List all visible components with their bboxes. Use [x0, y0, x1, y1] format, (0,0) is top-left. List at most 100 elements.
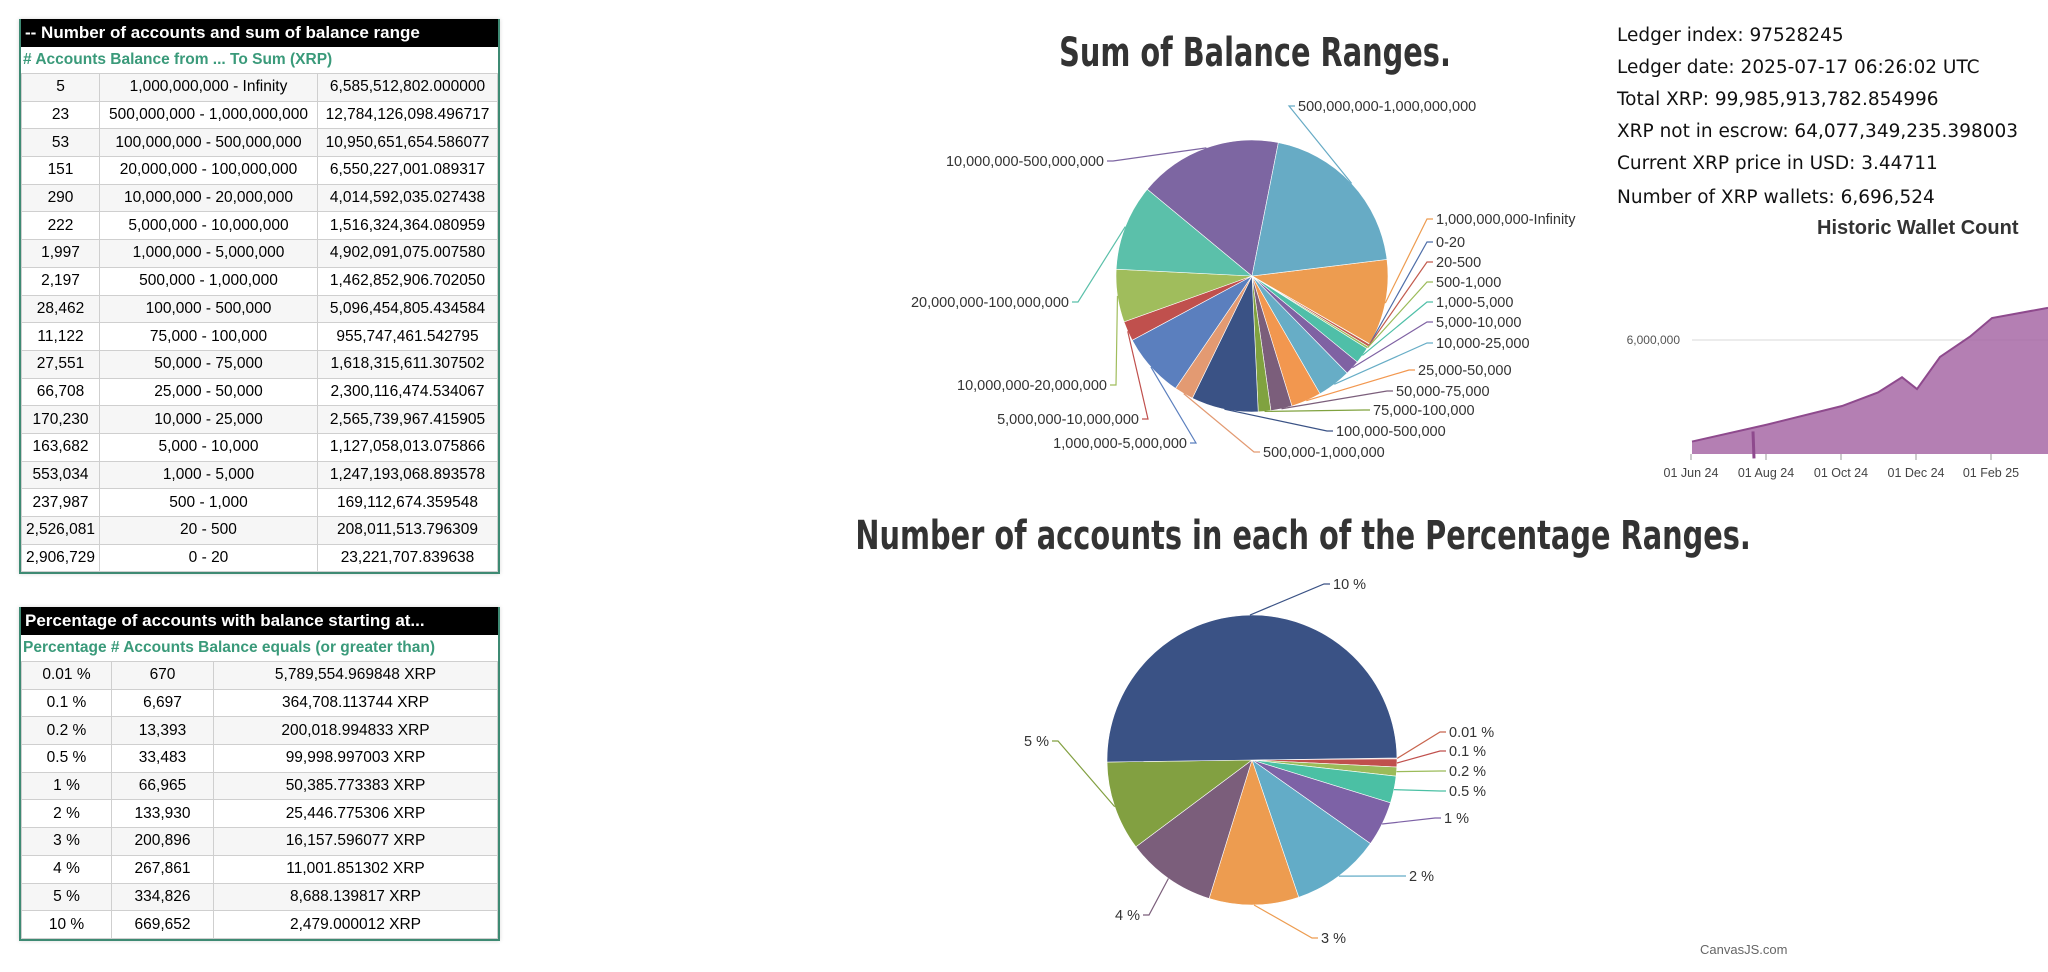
table-cell: 2,526,081 — [21, 516, 100, 545]
wallet-count-line — [1691, 306, 2048, 443]
table-row: 5 1,000,000,000 - Infinity 6,585,512,802.0… — [21, 73, 498, 102]
balance-range-table-header: -- Number of accounts and sum of balance… — [21, 19, 498, 47]
pie-slice-label: 0.1 % — [1449, 744, 1486, 760]
table-cell: 1,000 - 5,000 — [99, 460, 318, 490]
x-tick-label: 01 Dec 24 — [1888, 466, 1945, 480]
table-row: 553,034 1,000 - 5,000 1,247,193,068.893578 — [21, 460, 498, 490]
pie-slice-label: 10,000,000-500,000,000 — [946, 154, 1104, 170]
pie-leader-line — [1107, 147, 1207, 162]
pie-slice-label: 3 % — [1321, 931, 1346, 947]
ledger-index: Ledger index: 97528245 — [1617, 25, 1844, 46]
wallet-count: Number of XRP wallets: 6,696,524 — [1617, 187, 1935, 208]
pie-leader-line — [1361, 301, 1433, 356]
pie-slice-label: 5,000-10,000 — [1436, 315, 1521, 331]
pie-slice — [1106, 759, 1253, 848]
pie-slice — [1135, 759, 1253, 899]
table-row: 5 % 334,826 8,688.139817 XRP — [21, 882, 498, 912]
percentage-ranges-title: Number of accounts in each of the Percen… — [855, 513, 1751, 559]
table-cell: 5,096,454,805.434584 — [317, 294, 498, 324]
table-cell: 0.01 % — [21, 661, 112, 690]
table-cell: 27,551 — [21, 349, 100, 379]
table-cell: 11,001.851302 XRP — [213, 854, 498, 884]
xrp-not-in-escrow: XRP not in escrow: 64,077,349,235.398003 — [1617, 121, 2019, 142]
total-xrp: Total XRP: 99,985,913,782.854996 — [1617, 89, 1939, 110]
wallet-count-area — [1692, 307, 2048, 454]
pie-leader-line — [1264, 409, 1370, 413]
pie-leader-line — [1367, 281, 1433, 349]
table-cell: 1,000,000 - 5,000,000 — [99, 239, 318, 268]
pie-leader-line — [1396, 731, 1446, 759]
table-cell: 2,479.000012 XRP — [213, 910, 498, 939]
table-cell: 53 — [21, 128, 100, 158]
table-cell: 20 - 500 — [99, 516, 318, 545]
pie-leader-line — [1224, 408, 1333, 432]
pie-slice — [1115, 188, 1253, 277]
wallet-count-dip — [1751, 431, 1756, 459]
pie-leader-line — [1253, 904, 1318, 939]
pie-slice-label: 0.01 % — [1449, 725, 1494, 741]
pie-leader-line — [1369, 241, 1433, 345]
table-row: 0.01 % 670 5,789,554.969848 XRP — [21, 661, 498, 690]
balance-range-table: -- Number of accounts and sum of balance… — [19, 19, 500, 575]
table-cell: 2,565,739,967.415905 — [317, 405, 498, 434]
pie-slice-label: 0.5 % — [1449, 784, 1486, 800]
table-cell: 23,221,707.839638 — [317, 543, 498, 573]
sum-balance-pie-chart: 1,000,000,000-Infinity 0-20 20-500 500-1,00… — [911, 99, 1576, 461]
table-cell: 1,127,058,013.075866 — [317, 432, 498, 462]
table-cell: 133,930 — [111, 799, 214, 829]
table-cell: 222 — [21, 211, 100, 241]
table-row: 11,122 75,000 - 100,000 955,747,461.542795 — [21, 322, 498, 351]
pie-slice — [1106, 614, 1398, 763]
table-cell: 100,000 - 500,000 — [99, 294, 318, 324]
table-cell: 23 — [21, 100, 100, 130]
table-cell: 200,018.994833 XRP — [213, 716, 498, 746]
table-cell: 0.5 % — [21, 744, 112, 773]
canvasjs-credit: CanvasJS.com — [1700, 942, 1788, 957]
pie-leader-line — [1287, 105, 1353, 184]
table-cell: 1,516,324,364.080959 — [317, 211, 498, 241]
x-tick-label: 01 Aug 24 — [1738, 466, 1794, 480]
pie-leader-line — [1333, 342, 1433, 385]
table-cell: 10,000,000 - 20,000,000 — [99, 183, 318, 213]
pie-slice-label: 10,000-25,000 — [1436, 336, 1530, 352]
table-cell: 1,997 — [21, 239, 100, 268]
table-cell: 1,618,315,611.307502 — [317, 349, 498, 379]
pie-slice-label: 20-500 — [1436, 255, 1481, 271]
table-cell: 170,230 — [21, 405, 100, 434]
x-tick-label: 01 Feb 25 — [1963, 466, 2019, 480]
table-cell: 10,000 - 25,000 — [99, 405, 318, 434]
pie-leader-line — [1110, 295, 1119, 386]
table-row: 2,526,081 20 - 500 208,011,513.796309 — [21, 516, 498, 545]
table-cell: 4,014,592,035.027438 — [317, 183, 498, 213]
table-cell: 2,906,729 — [21, 543, 100, 573]
table-row: 3 % 200,896 16,157.596077 XRP — [21, 827, 498, 856]
table-cell: 1,247,193,068.893578 — [317, 460, 498, 490]
table-cell: 5,000,000 - 10,000,000 — [99, 211, 318, 241]
percentage-table-subheader: Percentage # Accounts Balance equals (or… — [23, 639, 436, 656]
historic-wallet-count-title: Historic Wallet Count — [1817, 217, 2019, 239]
table-cell: 500,000 - 1,000,000 — [99, 266, 318, 296]
table-cell: 0.2 % — [21, 716, 112, 746]
pie-leader-line — [1052, 740, 1116, 808]
pie-slice-label: 100,000-500,000 — [1336, 424, 1446, 440]
table-cell: 4 % — [21, 854, 112, 884]
table-cell: 25,000 - 50,000 — [99, 377, 318, 407]
pie-leader-line — [1127, 331, 1149, 420]
table-cell: 99,998.997003 XRP — [213, 744, 498, 773]
pie-slice-label: 75,000-100,000 — [1373, 403, 1475, 419]
pie-slice-label: 50,000-75,000 — [1396, 384, 1490, 400]
table-cell: 237,987 — [21, 488, 100, 517]
sum-balance-title: Sum of Balance Ranges. — [1059, 30, 1451, 76]
pie-slice-label: 500,000-1,000,000 — [1263, 445, 1385, 461]
table-cell: 5 — [21, 73, 100, 102]
pie-slice-label: 4 % — [1115, 908, 1140, 924]
table-cell: 3 % — [21, 827, 112, 856]
table-cell: 5,000 - 10,000 — [99, 432, 318, 462]
table-row: 1,997 1,000,000 - 5,000,000 4,902,091,075.… — [21, 239, 498, 268]
table-cell: 0.1 % — [21, 688, 112, 718]
table-cell: 364,708.113744 XRP — [213, 688, 498, 718]
pie-leader-line — [1150, 366, 1198, 444]
table-cell: 2 % — [21, 799, 112, 829]
table-cell: 1,000,000,000 - Infinity — [99, 73, 318, 102]
table-cell: 10 % — [21, 910, 112, 939]
